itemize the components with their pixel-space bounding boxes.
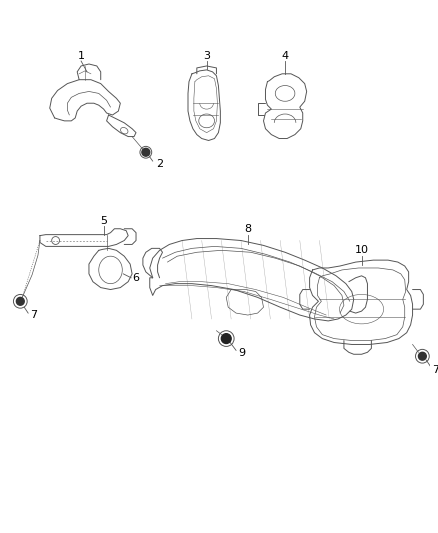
Text: 8: 8 [244, 224, 251, 234]
Text: 3: 3 [203, 51, 210, 61]
Circle shape [16, 297, 24, 305]
Text: 1: 1 [78, 51, 85, 61]
Text: 6: 6 [133, 273, 140, 283]
Circle shape [418, 352, 426, 360]
Text: 7: 7 [31, 310, 38, 320]
Text: 4: 4 [282, 51, 289, 61]
Text: 2: 2 [156, 159, 163, 169]
Text: 9: 9 [238, 348, 245, 358]
Text: 5: 5 [100, 216, 107, 226]
Text: 7: 7 [433, 365, 438, 375]
Circle shape [221, 334, 231, 343]
Circle shape [142, 148, 150, 156]
Text: 10: 10 [355, 245, 368, 255]
